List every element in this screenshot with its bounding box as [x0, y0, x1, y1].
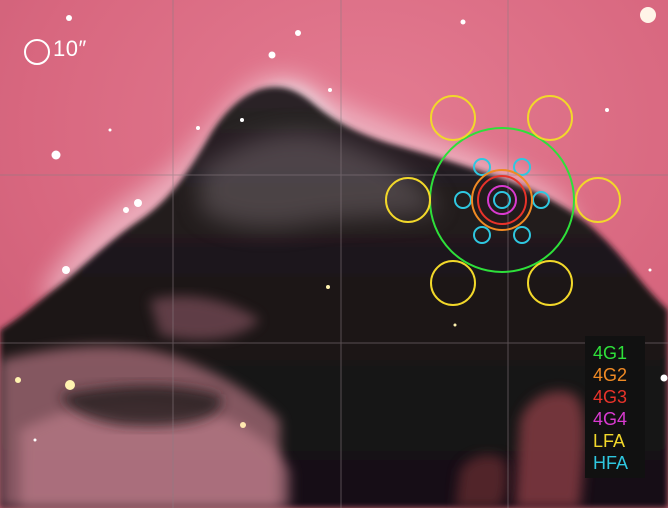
nebula-grey-mist	[200, 131, 440, 228]
beam-footprints	[385, 95, 621, 306]
footprint-lfa	[430, 95, 476, 141]
nebula-lower-dark-band	[60, 385, 222, 427]
footprint-hfa	[513, 226, 531, 244]
footprint-lfa	[430, 260, 476, 306]
legend-item-4g4: 4G4	[593, 409, 628, 429]
nebula-red-pillar-2	[455, 454, 508, 508]
nebula-lower-streak-3	[150, 296, 260, 340]
footprint-lfa	[575, 177, 621, 223]
footprint-4g3	[477, 175, 527, 225]
nebula-red-pillar	[515, 391, 585, 508]
legend-item-4g3: 4G3	[593, 387, 628, 407]
stars	[15, 7, 668, 442]
footprint-hfa	[473, 158, 491, 176]
scale-bar-circle	[24, 39, 50, 65]
nebula-lower-streak-2	[20, 401, 290, 508]
footprint-lfa	[527, 260, 573, 306]
footprint-hfa	[513, 158, 531, 176]
footprint-hfa	[473, 226, 491, 244]
legend-item-hfa: HFA	[593, 453, 629, 473]
legend-item-lfa: LFA	[593, 431, 626, 451]
scale-bar-label: 10″	[53, 36, 87, 61]
footprint-hfa-center	[493, 191, 511, 209]
footprint-4g2	[471, 169, 533, 231]
footprint-lfa	[385, 177, 431, 223]
footprint-4g4	[487, 185, 517, 215]
footprint-lfa-group	[385, 95, 621, 306]
legend-item-4g1: 4G1	[593, 343, 628, 363]
legend: 4G1 4G2 4G3 4G4 LFA HFA	[585, 336, 645, 478]
footprint-lfa	[527, 95, 573, 141]
legend-item-4g2: 4G2	[593, 365, 628, 385]
